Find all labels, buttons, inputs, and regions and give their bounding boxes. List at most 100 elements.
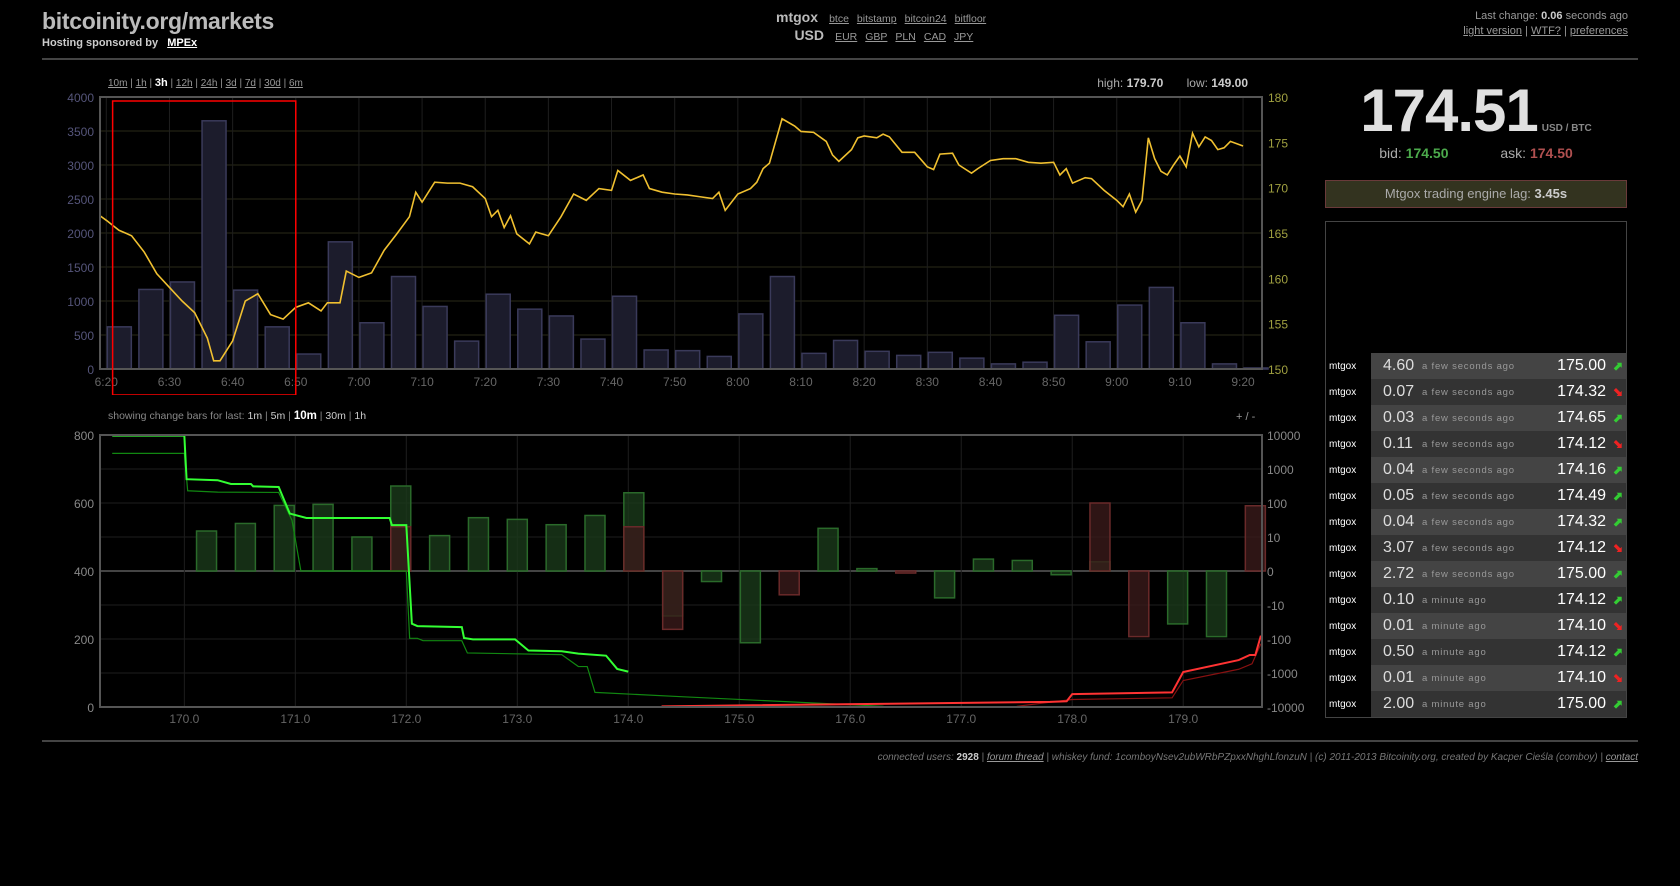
market-selector: mtgox btce bitstamp bitcoin24 bitfloor USD … [770, 9, 986, 43]
right-tick-label: 160 [1268, 272, 1288, 286]
currency-link-jpy[interactable]: JPY [954, 31, 974, 43]
timeframe-24h[interactable]: 24h [200, 78, 218, 89]
forum-thread-link[interactable]: forum thread [986, 752, 1044, 763]
x-tick-label: 6:20 [95, 375, 119, 389]
ask-change-bar [623, 526, 645, 572]
trade-age: a few seconds ago [1422, 361, 1515, 372]
trade-amount: 0.01 [1383, 669, 1415, 686]
sponsor-link[interactable]: MPEx [167, 37, 198, 49]
volume-bar [201, 120, 227, 370]
x-tick-label: 6:30 [158, 375, 182, 389]
trade-amount: 0.04 [1383, 513, 1415, 530]
timeframe-3h[interactable]: 3h [154, 77, 168, 89]
trade-amount: 0.50 [1383, 643, 1415, 660]
left-tick-label: 0 [87, 701, 94, 715]
timeframe-30d[interactable]: 30d [264, 78, 281, 89]
trade-exchange: mtgox [1329, 465, 1357, 476]
zoom-toggle[interactable]: + / - [1236, 411, 1256, 423]
exchange-link-bitcoin24[interactable]: bitcoin24 [904, 13, 947, 25]
x-tick-label: 170.0 [169, 712, 199, 726]
last-change-label: Last change: [1475, 10, 1539, 22]
trade-amount: 0.04 [1383, 461, 1415, 478]
contact-link[interactable]: contact [1605, 752, 1638, 763]
change-period-10m[interactable]: 10m [293, 410, 317, 422]
bid-change-bar [856, 567, 878, 572]
volume-bar [485, 293, 511, 370]
exchange-link-btce[interactable]: btce [829, 13, 849, 25]
volume-bar [327, 241, 354, 370]
x-tick-label: 8:10 [789, 375, 813, 389]
right-tick-label: -10000 [1267, 701, 1305, 715]
change-period-5m[interactable]: 5m [270, 410, 286, 422]
x-tick-label: 178.0 [1057, 712, 1087, 726]
timeframe-7d[interactable]: 7d [244, 78, 256, 89]
x-tick-label: 9:10 [1168, 375, 1192, 389]
currency-link-pln[interactable]: PLN [895, 31, 916, 43]
left-tick-label: 1500 [67, 261, 94, 275]
trade-age: a few seconds ago [1422, 491, 1515, 502]
change-period-1m[interactable]: 1m [247, 410, 263, 422]
bid-change-bar [545, 523, 567, 572]
top-link-wtf[interactable]: WTF? [1530, 25, 1561, 37]
trade-exchange: mtgox [1329, 361, 1357, 372]
currency-link-cad[interactable]: CAD [923, 31, 947, 43]
x-tick-label: 179.0 [1168, 712, 1198, 726]
trade-row: mtgox 0.05 a few seconds ago 174.49 ⬈ [1326, 483, 1626, 509]
right-tick-label: 165 [1268, 227, 1288, 241]
right-tick-label: 150 [1268, 363, 1288, 377]
timeframe-6m[interactable]: 6m [288, 78, 303, 89]
selection-rectangle[interactable] [111, 100, 297, 395]
arrow-up-icon: ⬈ [1612, 463, 1623, 477]
trade-exchange: mtgox [1329, 647, 1357, 658]
top-link-lightversion[interactable]: light version [1463, 25, 1522, 37]
footer: connected users: 2928 | forum thread | w… [877, 752, 1638, 763]
selected-currency: USD [794, 27, 824, 43]
last-price: 174.51 [1360, 77, 1539, 144]
currency-link-eur[interactable]: EUR [835, 31, 858, 43]
bid-change-bar [972, 558, 995, 572]
timeframe-3d[interactable]: 3d [225, 78, 237, 89]
trade-row: mtgox 0.03 a few seconds ago 174.65 ⬈ [1326, 405, 1626, 431]
left-tick-label: 400 [74, 565, 94, 579]
exchange-link-bitstamp[interactable]: bitstamp [856, 13, 897, 25]
arrow-down-icon: ⬊ [1612, 671, 1623, 685]
left-tick-label: 3500 [67, 125, 94, 139]
price-line [99, 117, 1244, 362]
timeframe-12h[interactable]: 12h [175, 78, 193, 89]
volume-bar [359, 322, 385, 370]
top-link-preferences[interactable]: preferences [1569, 25, 1628, 37]
change-period-1h[interactable]: 1h [354, 410, 367, 422]
timeframe-1h[interactable]: 1h [135, 78, 147, 89]
ask-change-bar [778, 570, 800, 596]
separator: | [262, 410, 271, 422]
right-tick-label: 0 [1267, 565, 1274, 579]
arrow-up-icon: ⬈ [1612, 359, 1623, 373]
x-tick-label: 174.0 [613, 712, 643, 726]
currency-link-gbp[interactable]: GBP [865, 31, 888, 43]
trade-row: mtgox 0.11 a few seconds ago 174.12 ⬊ [1326, 431, 1626, 457]
trades-list: mtgox 4.60 a few seconds ago 175.00 ⬈ mtgox 0.… [1325, 221, 1627, 718]
asks-depth-line [661, 635, 1262, 708]
x-tick-label: 173.0 [502, 712, 532, 726]
trade-cell: 0.04 a few seconds ago 174.16 ⬈ [1371, 457, 1626, 483]
bid-change-bar [700, 570, 723, 583]
timeframe-10m[interactable]: 10m [108, 78, 128, 89]
trade-row: mtgox 3.07 a few seconds ago 174.12 ⬊ [1326, 535, 1626, 561]
exchange-link-bitfloor[interactable]: bitfloor [954, 13, 987, 25]
site-title[interactable]: bitcoinity.org/markets [42, 8, 274, 34]
left-tick-label: 1000 [67, 295, 94, 309]
separator: | [255, 78, 265, 89]
arrow-up-icon: ⬈ [1612, 411, 1623, 425]
high-low: high: 179.70 low: 149.00 [1000, 76, 1248, 90]
price-volume-chart[interactable]: 0 500 1000 1500 2000 2500 3000 3500 4000 150 155 16… [0, 85, 1320, 395]
volume-bar [296, 353, 322, 370]
volume-bar [895, 354, 922, 370]
volume-bar [832, 339, 859, 370]
arrow-down-icon: ⬊ [1612, 541, 1623, 555]
footer-text: | whiskey fund: 1comboyNsev2ubWRbPZpxxNh… [1046, 752, 1603, 763]
x-tick-label: 8:30 [916, 375, 940, 389]
volume-bar [453, 340, 480, 370]
change-period-30m[interactable]: 30m [325, 410, 346, 422]
volume-bar [169, 281, 196, 370]
